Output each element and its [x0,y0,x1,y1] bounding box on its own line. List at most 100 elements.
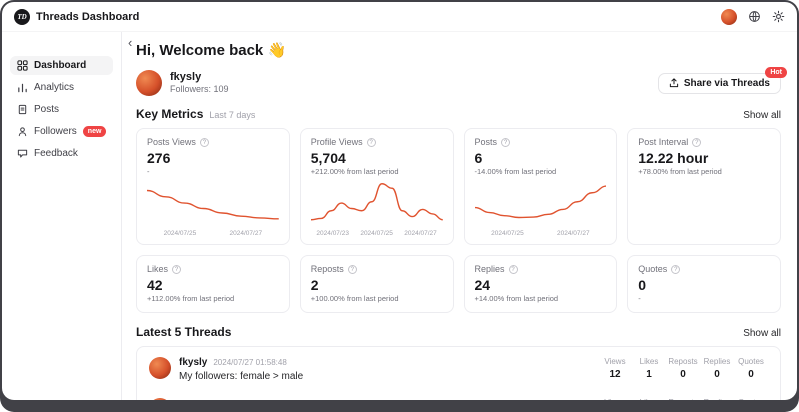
post-interval-sparkline [638,179,770,229]
metric-change: +14.00% from last period [474,294,559,303]
info-icon[interactable]: ? [199,137,209,147]
app-body: Dashboard Analytics Posts Followers new [2,32,797,400]
sidebar-item-feedback[interactable]: Feedback [10,144,113,163]
metric-cards-row-2: Likes? 42 +112.00% from last period Repo… [136,255,781,313]
sidebar-item-dashboard[interactable]: Dashboard [10,56,113,75]
info-icon[interactable]: ? [501,137,511,147]
sidebar-item-label: Feedback [34,148,78,159]
profile-name: fkysly [170,71,202,83]
greeting-heading: Hi, Welcome back 👋 [136,42,287,59]
person-icon [18,127,27,137]
sidebar-item-followers[interactable]: Followers new [10,122,113,141]
thread-stats: Views 12 Likes 1 Reposts 0 Replies 0 Quotes 0 [598,357,768,380]
metric-change: +112.00% from last period [147,294,235,303]
info-icon[interactable]: ? [671,264,681,274]
threads-list: fkysly 2024/07/27 01:58:48 My followers:… [136,346,781,400]
info-icon[interactable]: ? [508,264,518,274]
metric-cards-row: Posts Views? 276 - 2024/07/25 2024/07/27 … [136,128,781,245]
metric-change: +212.00% from last period [310,167,399,176]
metric-card-reposts: Reposts? 2 +100.00% from last period [299,255,454,313]
theme-toggle-sun-icon[interactable] [771,10,785,24]
profile-followers-count: Followers: 109 [170,84,229,95]
language-icon[interactable] [747,10,761,24]
info-icon[interactable]: ? [347,264,357,274]
stat-views: Views 12 [604,357,626,380]
sidebar-item-posts[interactable]: Posts [10,100,113,119]
sidebar-item-label: Followers [34,126,77,137]
sidebar-item-label: Analytics [34,82,75,93]
latest-threads-header: Latest 5 Threads Show all [136,325,781,339]
thread-row[interactable]: add Threads Followers Demographic suppor… [149,390,768,400]
metric-label: Post Interval? [638,137,770,147]
key-metrics-title: Key Metrics [136,107,204,121]
metric-value: 276 [147,150,171,166]
x-axis-labels: 2024/07/25 2024/07/27 [491,230,590,237]
metric-card-profile-views: Profile Views? 5,704 +212.00% from last … [299,128,454,245]
metric-label: Quotes? [638,264,770,274]
thread-author-avatar [149,357,171,379]
latest-threads-title: Latest 5 Threads [136,325,232,339]
app-title: Threads Dashboard [36,10,140,23]
metric-card-posts: Posts? 6 -14.00% from last period 2024/0… [463,128,618,245]
topbar-actions [721,8,785,25]
thread-timestamp: 2024/07/27 01:58:48 [213,358,287,367]
brand[interactable]: TD Threads Dashboard [14,8,140,25]
share-via-threads-button[interactable]: Share via Threads Hot [657,66,787,94]
info-icon[interactable]: ? [172,264,182,274]
metric-change: - [147,167,150,176]
thread-row[interactable]: fkysly 2024/07/27 01:58:48 My followers:… [149,349,768,390]
sidebar-item-analytics[interactable]: Analytics [10,78,113,97]
threads-show-all-link[interactable]: Show all [743,328,781,339]
thread-body: add Threads Followers Demographic suppor… [179,398,590,400]
share-icon [669,78,678,88]
key-metrics-header: Key Metrics Last 7 days Show all [136,107,781,121]
metric-label: Reposts? [311,264,443,274]
bar-chart-icon [18,83,27,93]
document-icon [18,104,27,115]
thread-author-name: fkysly [179,357,208,368]
thread-head: fkysly 2024/07/27 01:58:48 [179,357,590,368]
metric-change: +78.00% from last period [638,167,722,176]
metric-card-post-interval: Post Interval? 12.22 hour +78.00% from l… [627,128,781,245]
user-avatar[interactable] [721,8,737,25]
sidebar: Dashboard Analytics Posts Followers new [2,32,122,400]
x-axis-labels: 2024/07/25 2024/07/27 [163,230,263,237]
profile-views-sparkline [311,179,443,229]
dashboard-grid-icon [17,60,28,71]
thread-author-avatar [149,398,171,400]
chat-bubble-icon [17,149,28,158]
metric-card-replies: Replies? 24 +14.00% from last period [463,255,618,313]
metric-value: 42 [147,277,163,293]
profile-row: fkysly Followers: 109 Share via Threads … [136,66,787,96]
metrics-show-all-link[interactable]: Show all [743,110,781,121]
profile-avatar[interactable] [136,70,162,96]
sidebar-item-label: Dashboard [34,60,87,71]
new-badge: new [82,126,107,137]
app-window: TD Threads Dashboard Dashboard [2,2,797,400]
metric-label: Profile Views? [311,137,443,147]
metric-change: +100.00% from last period [310,294,399,303]
metric-label: Posts? [475,137,607,147]
thread-content: My followers: female > male [179,371,304,382]
x-axis-labels: 2024/07/23 2024/07/25 2024/07/27 [316,230,437,237]
metric-value: 2 [310,277,319,293]
info-icon[interactable]: ? [692,137,702,147]
metric-label: Posts Views? [147,137,279,147]
metric-card-likes: Likes? 42 +112.00% from last period [136,255,290,313]
info-icon[interactable]: ? [366,137,376,147]
metric-label: Likes? [147,264,279,274]
posts-sparkline [475,179,607,229]
x-axis-labels [638,230,770,239]
sidebar-collapse-button[interactable]: ‹ [124,34,136,51]
stat-views: Views24 [598,398,632,400]
metric-card-quotes: Quotes? 0 - [627,255,781,313]
key-metrics-period: Last 7 days [209,110,256,120]
metric-value: 12.22 hour [638,150,709,166]
share-button-label: Share via Threads [683,77,770,89]
